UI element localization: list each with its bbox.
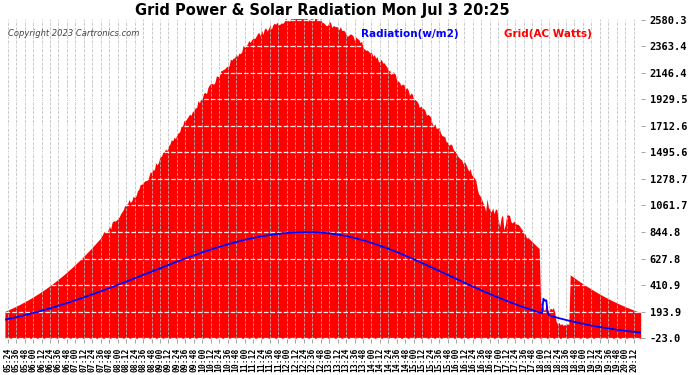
Text: Copyright 2023 Cartronics.com: Copyright 2023 Cartronics.com <box>8 28 139 38</box>
Text: Radiation(w/m2): Radiation(w/m2) <box>361 28 459 39</box>
Text: Grid(AC Watts): Grid(AC Watts) <box>504 28 592 39</box>
Title: Grid Power & Solar Radiation Mon Jul 3 20:25: Grid Power & Solar Radiation Mon Jul 3 2… <box>135 3 510 18</box>
